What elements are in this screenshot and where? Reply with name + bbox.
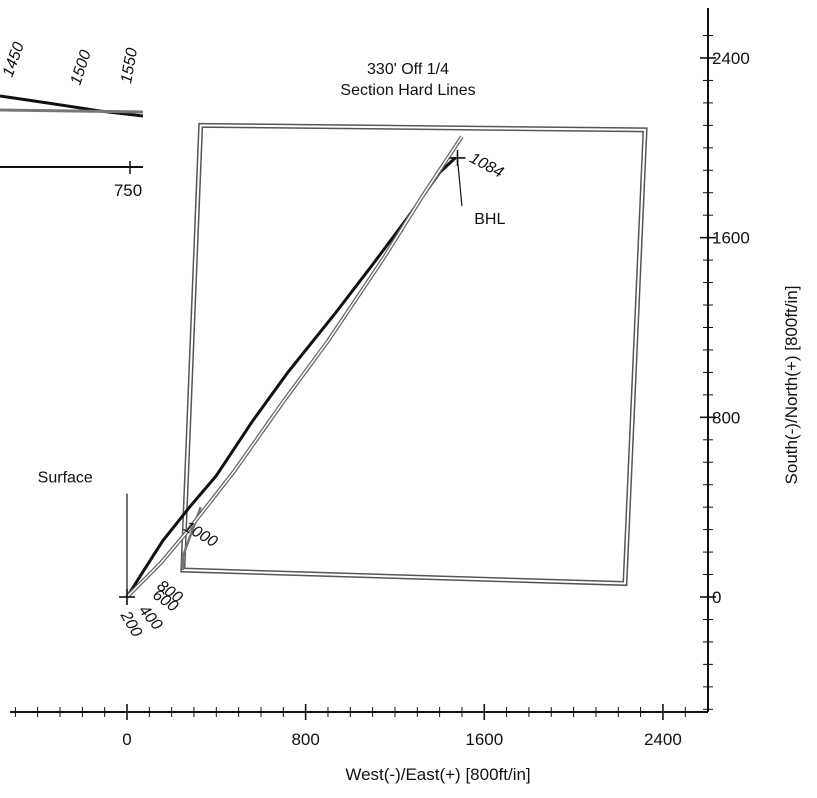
y-tick-label: 1600	[712, 229, 750, 248]
y-tick-label: 0	[712, 588, 721, 607]
x-tick-label: 1600	[465, 730, 503, 749]
x-tick-label: 800	[291, 730, 319, 749]
annotation-pointer	[456, 158, 463, 207]
hard-lines-label-line1: 330' Off 1/4	[367, 61, 449, 78]
y-axis-ticks: 0 800 1600 2400	[700, 35, 750, 710]
hard-lines-inner	[181, 124, 647, 585]
y-axis-title: South(-)/North(+) [800ft/in]	[782, 286, 801, 485]
inset-depth-label-1450: 1450	[0, 40, 28, 79]
annotation-label: Surface	[38, 469, 93, 486]
annotations: Surface BHL	[38, 158, 505, 597]
x-axis-title: West(-)/East(+) [800ft/in]	[345, 765, 530, 784]
annotation-label: BHL	[474, 211, 505, 228]
depth-label: 1084	[467, 150, 506, 182]
x-tick-label: 2400	[644, 730, 682, 749]
section-hard-lines	[180, 122, 648, 587]
plan-line-outer	[125, 135, 464, 599]
inset-depth-label-1500: 1500	[68, 48, 95, 87]
inset-plan-line	[0, 108, 144, 114]
x-tick-label: 0	[122, 730, 131, 749]
hard-lines-label-line2: Section Hard Lines	[340, 82, 475, 99]
y-tick-label: 2400	[712, 49, 750, 68]
plan-line-inner	[126, 136, 463, 598]
trajectory-series	[125, 135, 464, 599]
y-tick-label: 800	[712, 408, 740, 427]
inset-x-tick-label: 750	[114, 181, 142, 200]
hard-lines-outer	[180, 122, 648, 587]
markers	[119, 149, 466, 605]
inset-depth-label-1550: 1550	[118, 47, 141, 85]
x-axis-ticks: 0 800 1600 2400	[14, 704, 686, 749]
inset-plot: 750 1450 1500 1550	[0, 40, 144, 200]
